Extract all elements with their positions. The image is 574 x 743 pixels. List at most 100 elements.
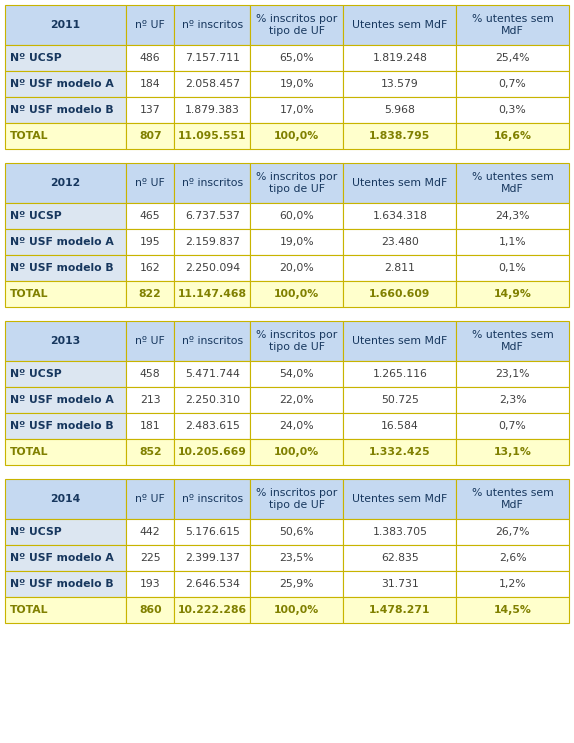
- Bar: [5, 203, 126, 229]
- Bar: [126, 5, 174, 45]
- Bar: [343, 281, 456, 307]
- Bar: [343, 321, 456, 361]
- Text: Nº USF modelo B: Nº USF modelo B: [10, 579, 114, 589]
- Text: 23,1%: 23,1%: [495, 369, 530, 379]
- Bar: [126, 597, 174, 623]
- Bar: [456, 413, 569, 439]
- Text: 1.819.248: 1.819.248: [373, 53, 427, 63]
- Bar: [126, 123, 174, 149]
- Bar: [250, 439, 343, 465]
- Text: 13,1%: 13,1%: [494, 447, 532, 457]
- Text: Utentes sem MdF: Utentes sem MdF: [352, 494, 447, 504]
- Text: 2011: 2011: [51, 20, 81, 30]
- Bar: [174, 203, 250, 229]
- Bar: [5, 45, 126, 71]
- Text: % inscritos por
tipo de UF: % inscritos por tipo de UF: [256, 488, 338, 510]
- Bar: [174, 321, 250, 361]
- Text: 137: 137: [140, 105, 161, 115]
- Text: 1.634.318: 1.634.318: [373, 211, 427, 221]
- Bar: [456, 597, 569, 623]
- Text: 100,0%: 100,0%: [274, 289, 320, 299]
- Bar: [5, 255, 126, 281]
- Text: Nº USF modelo A: Nº USF modelo A: [10, 553, 114, 563]
- Bar: [126, 229, 174, 255]
- Text: 2013: 2013: [51, 336, 81, 346]
- Text: 5.176.615: 5.176.615: [185, 527, 240, 537]
- Bar: [456, 45, 569, 71]
- Bar: [126, 321, 174, 361]
- Text: 5.968: 5.968: [385, 105, 415, 115]
- Text: 11.147.468: 11.147.468: [178, 289, 247, 299]
- Text: 1.265.116: 1.265.116: [373, 369, 427, 379]
- Bar: [456, 387, 569, 413]
- Text: nº inscritos: nº inscritos: [182, 494, 243, 504]
- Bar: [250, 597, 343, 623]
- Bar: [456, 255, 569, 281]
- Text: 11.095.551: 11.095.551: [178, 131, 246, 141]
- Text: 100,0%: 100,0%: [274, 131, 320, 141]
- Text: Nº USF modelo B: Nº USF modelo B: [10, 105, 114, 115]
- Text: nº UF: nº UF: [135, 494, 165, 504]
- Text: 0,3%: 0,3%: [499, 105, 526, 115]
- Bar: [250, 571, 343, 597]
- Bar: [343, 203, 456, 229]
- Text: 26,7%: 26,7%: [495, 527, 530, 537]
- Text: 100,0%: 100,0%: [274, 605, 320, 615]
- Text: 465: 465: [140, 211, 161, 221]
- Text: 31.731: 31.731: [381, 579, 418, 589]
- Text: % utentes sem
MdF: % utentes sem MdF: [472, 330, 553, 351]
- Bar: [174, 387, 250, 413]
- Bar: [343, 387, 456, 413]
- Bar: [456, 479, 569, 519]
- Text: 1.383.705: 1.383.705: [373, 527, 427, 537]
- Text: 19,0%: 19,0%: [280, 79, 314, 89]
- Bar: [174, 545, 250, 571]
- Text: 54,0%: 54,0%: [280, 369, 314, 379]
- Bar: [456, 229, 569, 255]
- Text: 195: 195: [140, 237, 161, 247]
- Bar: [5, 361, 126, 387]
- Text: 20,0%: 20,0%: [280, 263, 314, 273]
- Bar: [456, 321, 569, 361]
- Text: 2014: 2014: [51, 494, 81, 504]
- Bar: [250, 281, 343, 307]
- Text: Nº USF modelo A: Nº USF modelo A: [10, 395, 114, 405]
- Text: 2.250.310: 2.250.310: [185, 395, 240, 405]
- Text: 10.205.669: 10.205.669: [178, 447, 247, 457]
- Text: 50,6%: 50,6%: [280, 527, 314, 537]
- Bar: [174, 361, 250, 387]
- Text: 25,9%: 25,9%: [280, 579, 314, 589]
- Text: 2,6%: 2,6%: [499, 553, 526, 563]
- Text: nº inscritos: nº inscritos: [182, 336, 243, 346]
- Text: % utentes sem
MdF: % utentes sem MdF: [472, 14, 553, 36]
- Text: 16,6%: 16,6%: [494, 131, 532, 141]
- Text: 10.222.286: 10.222.286: [178, 605, 247, 615]
- Bar: [174, 519, 250, 545]
- Text: nº UF: nº UF: [135, 178, 165, 188]
- Text: 2,3%: 2,3%: [499, 395, 526, 405]
- Bar: [5, 519, 126, 545]
- Bar: [456, 571, 569, 597]
- Text: 1.660.609: 1.660.609: [369, 289, 430, 299]
- Bar: [343, 5, 456, 45]
- Text: 181: 181: [140, 421, 161, 431]
- Text: Utentes sem MdF: Utentes sem MdF: [352, 20, 447, 30]
- Bar: [5, 321, 126, 361]
- Text: Utentes sem MdF: Utentes sem MdF: [352, 178, 447, 188]
- Bar: [174, 413, 250, 439]
- Bar: [5, 597, 126, 623]
- Text: 184: 184: [140, 79, 161, 89]
- Text: TOTAL: TOTAL: [10, 605, 48, 615]
- Text: 7.157.711: 7.157.711: [185, 53, 240, 63]
- Bar: [456, 123, 569, 149]
- Bar: [5, 5, 126, 45]
- Text: 65,0%: 65,0%: [280, 53, 314, 63]
- Bar: [250, 163, 343, 203]
- Text: 486: 486: [140, 53, 161, 63]
- Bar: [5, 545, 126, 571]
- Text: 5.471.744: 5.471.744: [185, 369, 240, 379]
- Text: nº UF: nº UF: [135, 336, 165, 346]
- Text: nº inscritos: nº inscritos: [182, 178, 243, 188]
- Bar: [250, 255, 343, 281]
- Text: 2012: 2012: [51, 178, 81, 188]
